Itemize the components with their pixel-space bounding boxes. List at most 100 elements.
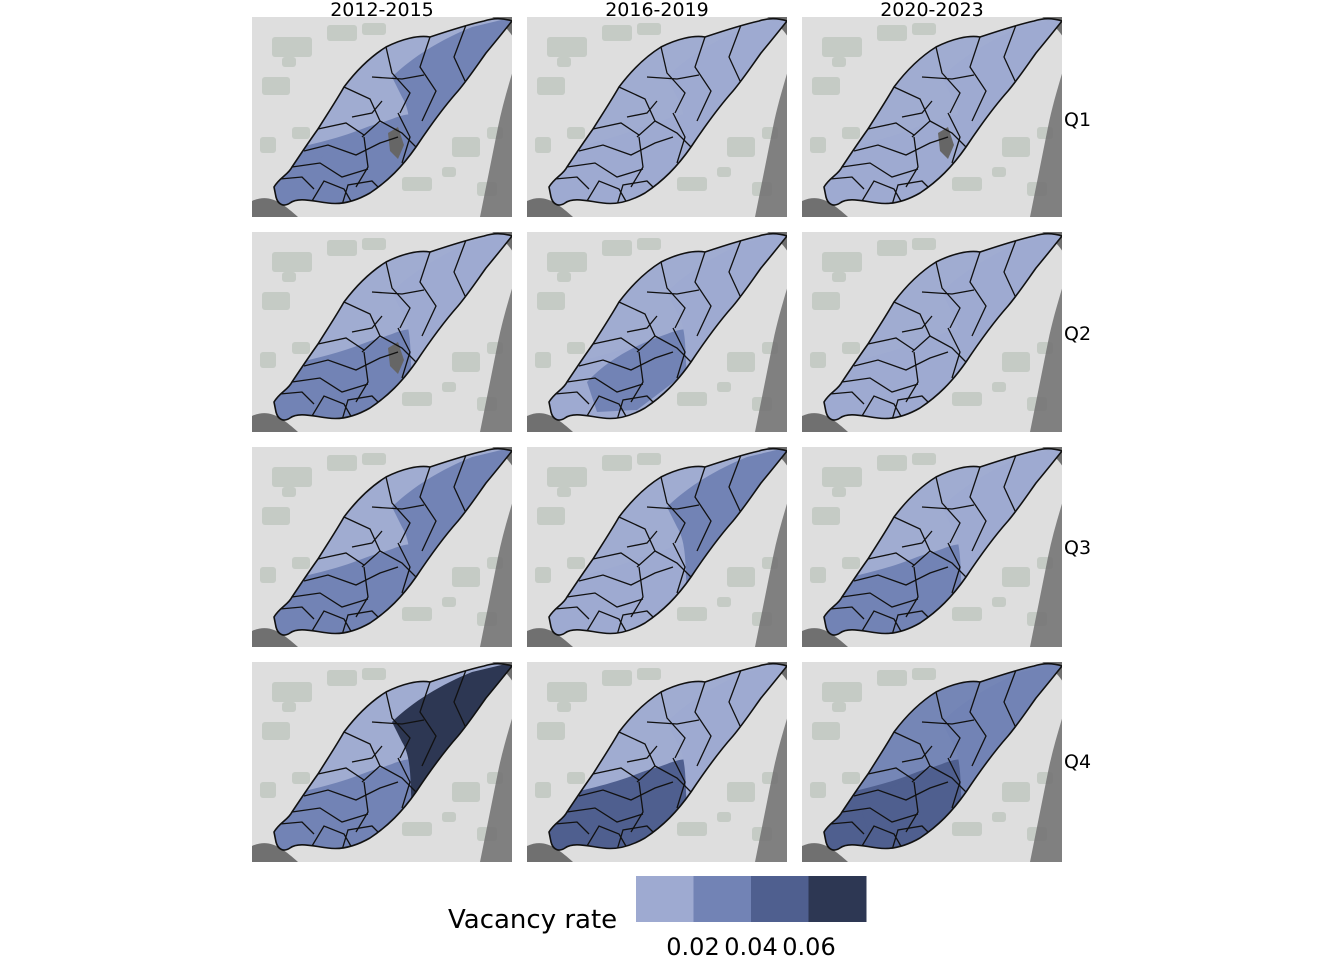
district-boundary xyxy=(303,351,399,371)
district-northeast xyxy=(942,233,1062,382)
park-area xyxy=(567,557,585,569)
district-boundary xyxy=(303,781,399,801)
district-boundary xyxy=(311,180,353,204)
district-boundary xyxy=(419,251,437,337)
park-area xyxy=(842,342,860,354)
park-area xyxy=(727,782,755,802)
district-boundary xyxy=(630,566,644,618)
district-boundary xyxy=(901,530,933,548)
park-area xyxy=(810,782,826,798)
park-area xyxy=(452,137,480,157)
district-boundary xyxy=(355,781,369,833)
district-boundary xyxy=(921,74,975,80)
district-boundary xyxy=(829,606,865,620)
district-boundary xyxy=(371,74,425,80)
park-area xyxy=(537,722,565,740)
park-area xyxy=(1002,352,1030,372)
park-area xyxy=(442,382,456,392)
district-boundary xyxy=(660,46,686,114)
district-boundary xyxy=(554,176,590,190)
district-boundary xyxy=(867,122,915,136)
district-boundary xyxy=(385,46,411,114)
district-boundary xyxy=(385,261,411,329)
river-water xyxy=(755,503,787,647)
river-water xyxy=(527,628,573,647)
legend-swatch-4 xyxy=(808,876,867,922)
district-boundary xyxy=(861,180,903,204)
river-water xyxy=(480,73,512,217)
district-boundary xyxy=(921,504,975,510)
district-boundary xyxy=(646,74,700,80)
district-boundary xyxy=(861,395,903,419)
park-area xyxy=(602,25,632,41)
park-area xyxy=(992,382,1006,392)
district-boundary xyxy=(829,176,865,190)
park-area xyxy=(832,57,846,67)
district-northeast xyxy=(667,233,787,382)
district-northeast xyxy=(942,18,1062,167)
district-boundary xyxy=(279,391,315,405)
district-boundary xyxy=(694,466,712,552)
park-area xyxy=(557,272,571,282)
district-boundary xyxy=(630,351,644,403)
park-area xyxy=(952,392,982,406)
map-panel-q1-col2 xyxy=(527,17,787,217)
district-boundary xyxy=(660,261,686,329)
district-boundary xyxy=(646,719,700,725)
district-boundary xyxy=(385,476,411,544)
river-water xyxy=(755,73,787,217)
park-area xyxy=(832,272,846,282)
district-boundary xyxy=(853,781,949,801)
map-panel-q1-col3 xyxy=(802,17,1062,217)
park-area xyxy=(452,352,480,372)
map-panel-q3-col3 xyxy=(802,447,1062,647)
district-boundary xyxy=(829,391,865,405)
map-panel-q3-col1 xyxy=(252,447,512,647)
park-area xyxy=(442,812,456,822)
district-boundary xyxy=(901,745,933,763)
park-area xyxy=(912,23,936,35)
district-boundary xyxy=(578,136,674,156)
park-area xyxy=(292,127,310,139)
district-boundary xyxy=(654,335,692,363)
legend-title: Vacancy rate xyxy=(448,905,617,935)
column-headers: 2012-2015 2016-2019 2020-2023 xyxy=(330,0,984,21)
district-boundary xyxy=(672,327,686,379)
park-area xyxy=(327,455,357,471)
column-header-2: 2016-2019 xyxy=(605,0,709,21)
district-boundary xyxy=(672,757,686,809)
district-boundary xyxy=(694,681,712,767)
district-no-data xyxy=(938,127,954,159)
park-area xyxy=(535,567,551,583)
park-area xyxy=(810,567,826,583)
district-boundary xyxy=(291,592,369,608)
river-water xyxy=(252,843,298,862)
legend-swatch-1 xyxy=(636,876,694,922)
park-area xyxy=(717,597,731,607)
island-outline xyxy=(823,662,1062,851)
park-area xyxy=(812,292,840,310)
park-area xyxy=(262,77,290,95)
park-area xyxy=(677,177,707,191)
district-boundary xyxy=(371,289,425,295)
island-outline xyxy=(273,662,512,851)
park-area xyxy=(292,557,310,569)
district-boundary xyxy=(397,327,411,379)
map-panel-q4-col3 xyxy=(802,662,1062,862)
district-boundary xyxy=(841,377,919,393)
district-boundary xyxy=(317,767,365,781)
park-area xyxy=(402,392,432,406)
park-area xyxy=(602,240,632,256)
district-boundary xyxy=(566,592,644,608)
park-area xyxy=(952,822,982,836)
legend-label-3: 0.06 xyxy=(782,933,835,960)
row-headers: Q1 Q2 Q3 Q4 xyxy=(1064,109,1091,773)
district-boundary xyxy=(861,610,903,634)
park-area xyxy=(912,453,936,465)
park-area xyxy=(547,682,587,702)
park-area xyxy=(952,607,982,621)
district-boundary xyxy=(371,719,425,725)
legend-swatch-3 xyxy=(751,876,809,922)
park-area xyxy=(992,167,1006,177)
district-boundary xyxy=(554,821,590,835)
